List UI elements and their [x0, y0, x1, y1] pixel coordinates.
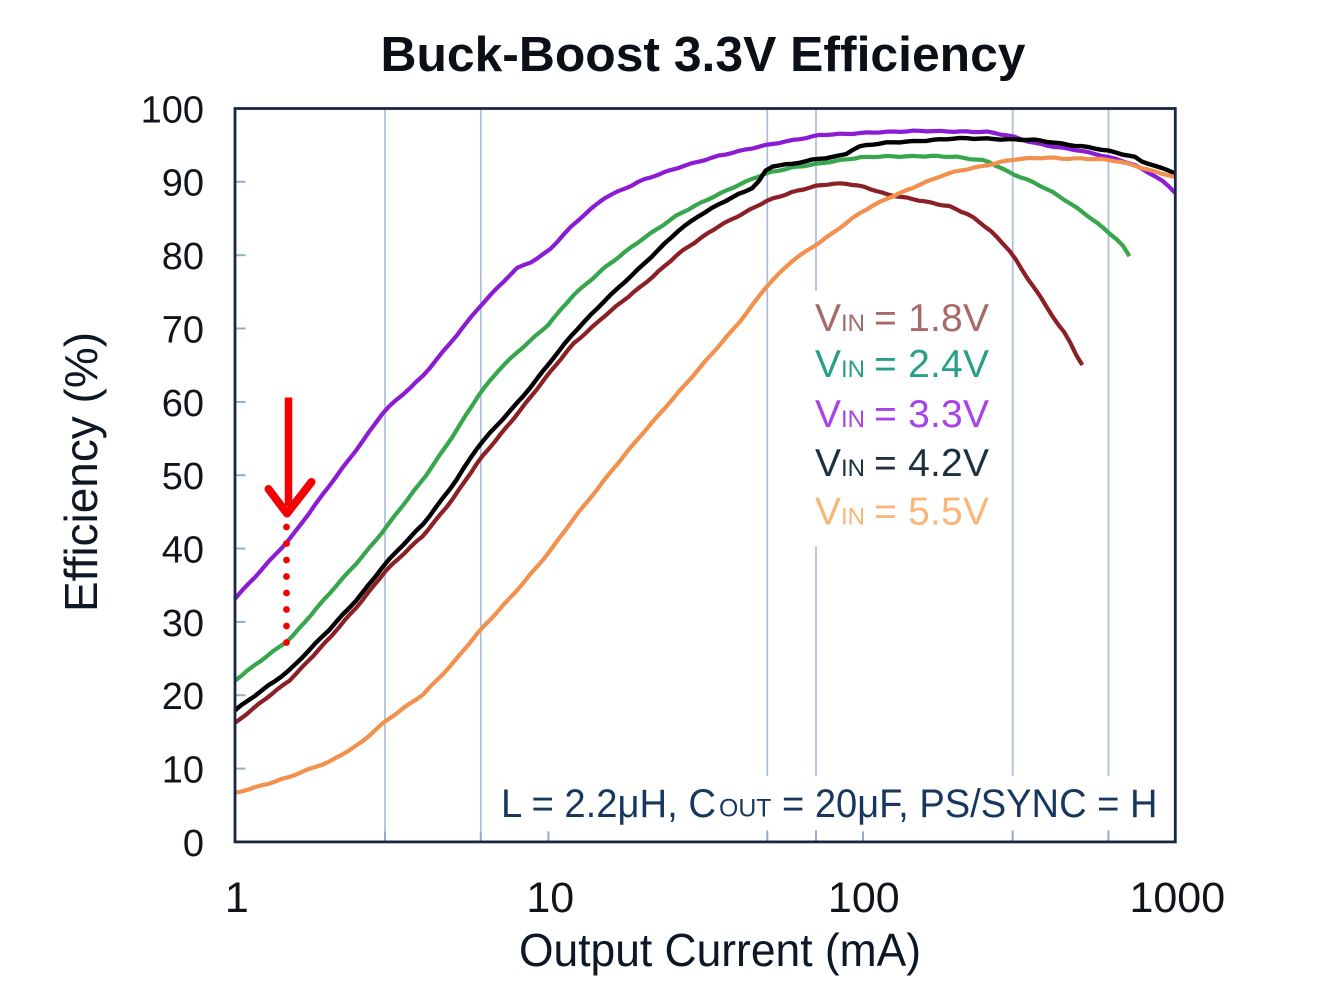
svg-text:20: 20	[162, 676, 204, 718]
svg-text:IN: IN	[841, 504, 865, 531]
svg-text:0: 0	[183, 823, 204, 865]
svg-text:60: 60	[162, 383, 204, 425]
svg-text:30: 30	[162, 603, 204, 645]
svg-text:V: V	[815, 442, 841, 485]
svg-text:Output Current (mA): Output Current (mA)	[519, 924, 921, 976]
svg-text:V: V	[815, 297, 841, 340]
svg-text:70: 70	[162, 309, 204, 351]
svg-text:40: 40	[162, 529, 204, 571]
svg-text:= 5.5V: = 5.5V	[874, 491, 989, 534]
svg-text:IN: IN	[841, 455, 865, 482]
svg-text:100: 100	[828, 874, 900, 922]
svg-text:90: 90	[162, 163, 204, 205]
svg-text:10: 10	[526, 874, 574, 922]
svg-text:= 1.8V: = 1.8V	[874, 297, 989, 340]
svg-text:OUT: OUT	[719, 795, 772, 823]
svg-text:1: 1	[225, 874, 249, 922]
svg-text:50: 50	[162, 456, 204, 498]
svg-text:= 20μF, PS/SYNC = H: = 20μF, PS/SYNC = H	[782, 782, 1158, 826]
svg-text:V: V	[815, 343, 841, 386]
svg-text:Efficiency (%): Efficiency (%)	[55, 332, 107, 612]
svg-text:V: V	[815, 491, 841, 534]
svg-text:10: 10	[162, 750, 204, 792]
svg-text:= 4.2V: = 4.2V	[874, 442, 989, 485]
svg-text:80: 80	[162, 236, 204, 278]
svg-text:IN: IN	[841, 406, 865, 433]
svg-text:IN: IN	[841, 310, 865, 337]
svg-text:100: 100	[141, 89, 204, 131]
svg-text:L = 2.2μH, C: L = 2.2μH, C	[501, 782, 716, 826]
svg-text:Buck-Boost 3.3V Efficiency: Buck-Boost 3.3V Efficiency	[381, 27, 1026, 82]
svg-text:= 2.4V: = 2.4V	[874, 343, 989, 386]
svg-text:IN: IN	[841, 356, 865, 383]
svg-text:V: V	[815, 393, 841, 436]
svg-text:1000: 1000	[1129, 874, 1225, 922]
svg-text:= 3.3V: = 3.3V	[874, 393, 989, 436]
